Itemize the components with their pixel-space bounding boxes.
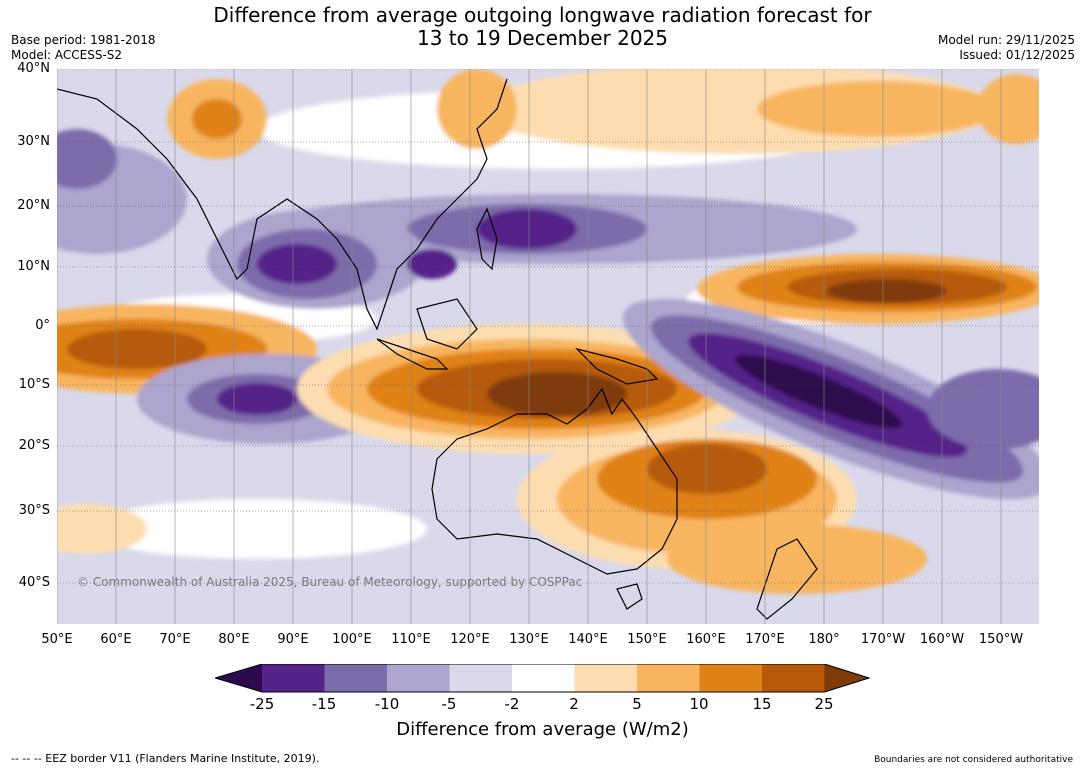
positive-anomaly: [977, 74, 1039, 144]
positive-anomaly: [57, 504, 147, 554]
colorbar-segment: [449, 664, 512, 692]
negative-anomaly: [927, 369, 1039, 449]
colorbar-tick: 5: [632, 695, 642, 713]
lon-label: 120°E: [450, 632, 490, 647]
colorbar-segment: [512, 664, 575, 692]
lon-label: 110°E: [391, 632, 431, 647]
colorbar-tick: 25: [814, 695, 834, 713]
negative-anomaly: [217, 383, 297, 415]
positive-anomaly: [827, 279, 947, 303]
colorbar-tick: -2: [504, 695, 520, 713]
new-zealand-coast: [756, 538, 818, 620]
lat-label: 30°S: [18, 503, 50, 518]
australia-coast: [431, 387, 678, 575]
colorbar-tick: 15: [752, 695, 772, 713]
lat-label: 10°N: [17, 259, 50, 274]
lon-label: 80°E: [218, 632, 250, 647]
colorbar-segment: [824, 664, 869, 692]
coastlines: [57, 78, 818, 620]
model-name: Model: ACCESS-S2: [11, 48, 123, 62]
lat-label: 30°N: [17, 134, 50, 149]
boundary-disclaimer: Boundaries are not considered authoritat…: [874, 755, 1073, 765]
colorbar-segment: [762, 664, 825, 692]
lon-label: 100°E: [332, 632, 372, 647]
lat-label: 40°N: [17, 61, 50, 76]
lon-label: 140°E: [568, 632, 608, 647]
lon-label: 90°E: [277, 632, 309, 647]
copyright-text: © Commonwealth of Australia 2025, Bureau…: [77, 575, 582, 589]
lon-label: 160°W: [919, 632, 965, 647]
anomaly-shading: [57, 69, 1039, 594]
lat-label: 10°S: [18, 377, 50, 392]
negative-anomaly: [407, 249, 457, 279]
asia-coast: [57, 78, 508, 331]
philippines-coast: [476, 207, 498, 271]
negative-anomaly: [257, 244, 337, 284]
colorbar-tick: -15: [311, 695, 337, 713]
positive-anomaly: [437, 69, 517, 149]
colorbar-segment: [574, 664, 637, 692]
model-run: Model run: 29/11/2025: [937, 33, 1075, 47]
negative-anomaly: [57, 129, 117, 189]
colorbar-tick: -10: [374, 695, 400, 713]
issued-date: Issued: 01/12/2025: [959, 48, 1075, 62]
eez-footnote: -- -- -- EEZ border V11 (Flanders Marine…: [11, 752, 320, 765]
positive-anomaly: [67, 329, 207, 369]
lat-label: 0°: [35, 318, 50, 333]
lat-label: 20°N: [17, 198, 50, 213]
lon-label: 50°E: [41, 632, 73, 647]
negative-anomaly: [477, 209, 577, 249]
lon-label: 130°E: [509, 632, 549, 647]
lat-label: 40°S: [18, 575, 50, 590]
colorbar-outline: [215, 664, 870, 693]
colorbar: [215, 664, 870, 693]
neutral-area: [87, 499, 427, 559]
colorbar-segment: [324, 664, 387, 692]
lon-gridlines: [57, 69, 1002, 624]
colorbar-segment: [637, 664, 700, 692]
lon-label: 160°E: [686, 632, 726, 647]
colorbar-title: Difference from average (W/m2): [396, 719, 689, 740]
colorbar-segment: [387, 664, 450, 692]
base-period: Base period: 1981-2018: [11, 33, 156, 47]
negative-anomaly: [734, 354, 903, 429]
positive-anomaly: [487, 372, 627, 416]
positive-anomaly: [192, 99, 242, 139]
borneo-coast: [416, 298, 478, 350]
chart-title: Difference from average outgoing longwav…: [0, 4, 1085, 50]
lon-label: 60°E: [100, 632, 132, 647]
lon-label: 170°W: [860, 632, 906, 647]
lon-label: 70°E: [159, 632, 191, 647]
positive-anomaly: [757, 81, 997, 137]
positive-anomaly: [667, 524, 927, 594]
lat-label: 20°S: [18, 438, 50, 453]
anomaly-map: © Commonwealth of Australia 2025, Bureau…: [57, 69, 1039, 624]
title-line-1: Difference from average outgoing longwav…: [213, 3, 872, 27]
title-line-2: 13 to 19 December 2025: [416, 26, 668, 50]
colorbar-segment: [262, 664, 325, 692]
tasmania-coast: [616, 583, 643, 610]
meta-right: Model run: 29/11/2025 Issued: 01/12/2025: [938, 33, 1075, 63]
colorbar-tick: -25: [249, 695, 275, 713]
lon-label: 180°: [808, 632, 840, 647]
colorbar-segment: [699, 664, 762, 692]
colorbar-segment: [215, 664, 262, 692]
positive-anomaly: [647, 444, 767, 494]
map-svg: © Commonwealth of Australia 2025, Bureau…: [57, 69, 1039, 624]
colorbar-tick: 10: [689, 695, 709, 713]
meta-left: Base period: 1981-2018 Model: ACCESS-S2: [11, 33, 156, 63]
colorbar-tick: 2: [569, 695, 579, 713]
lon-label: 150°E: [627, 632, 667, 647]
lon-label: 170°E: [745, 632, 785, 647]
colorbar-tick: -5: [441, 695, 457, 713]
new-guinea-coast: [575, 347, 659, 385]
lon-label: 150°W: [978, 632, 1024, 647]
sumatra-coast: [376, 338, 449, 370]
